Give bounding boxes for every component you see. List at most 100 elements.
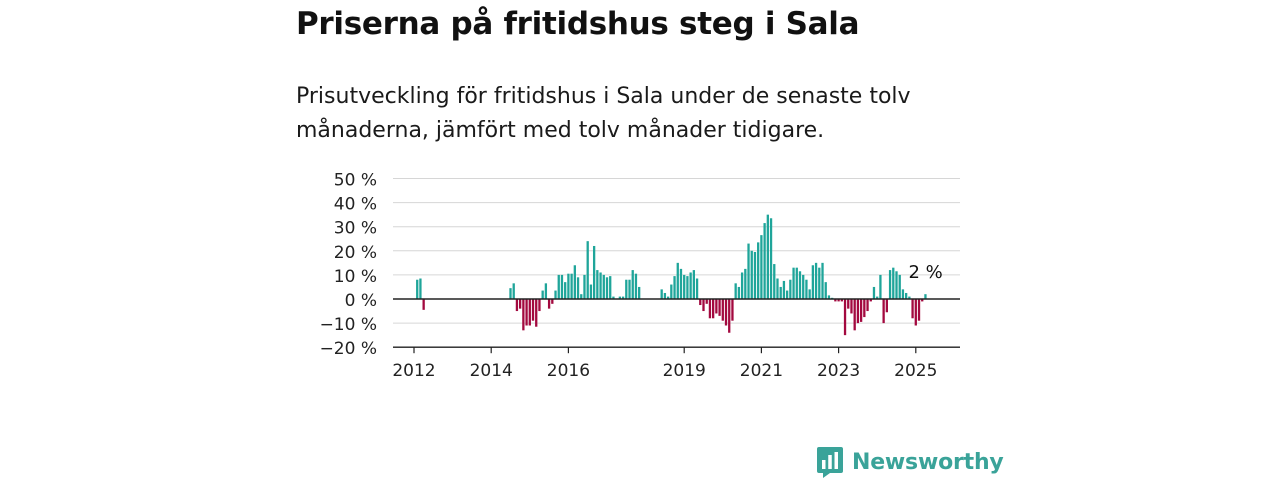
end-value-label: 2 % bbox=[908, 262, 942, 283]
bar bbox=[660, 289, 663, 299]
bar bbox=[718, 299, 721, 316]
chart-subtitle: Prisutveckling för fritidshus i Sala und… bbox=[296, 84, 911, 143]
bar bbox=[557, 274, 560, 299]
bar bbox=[705, 299, 708, 304]
annotations: 2 % bbox=[908, 262, 942, 283]
bar bbox=[789, 279, 792, 299]
bar bbox=[544, 283, 548, 299]
bar bbox=[618, 296, 622, 299]
bar bbox=[901, 289, 905, 299]
y-tick-label: −20 % bbox=[320, 339, 377, 359]
bar bbox=[921, 299, 924, 302]
bar bbox=[837, 299, 840, 302]
bar bbox=[422, 299, 425, 310]
bar bbox=[612, 296, 615, 299]
bar bbox=[525, 299, 528, 326]
bar bbox=[753, 252, 757, 299]
bar bbox=[609, 276, 612, 300]
y-tick-label: 30 % bbox=[334, 219, 377, 239]
bar bbox=[564, 282, 567, 299]
bar bbox=[898, 274, 901, 299]
bar bbox=[769, 218, 773, 299]
bar bbox=[683, 274, 686, 299]
x-tick-label: 2025 bbox=[894, 361, 937, 381]
bar bbox=[847, 299, 850, 309]
gridlines bbox=[393, 178, 960, 348]
bar bbox=[798, 271, 802, 299]
bar bbox=[689, 272, 692, 299]
bar bbox=[728, 299, 731, 333]
bar bbox=[779, 286, 782, 299]
bar bbox=[695, 278, 699, 299]
bar bbox=[699, 299, 702, 306]
bar bbox=[576, 277, 580, 299]
bar bbox=[811, 265, 815, 299]
bar bbox=[876, 296, 879, 299]
brand: Newsworthy bbox=[816, 444, 1004, 480]
bar bbox=[763, 223, 766, 299]
bar bbox=[866, 299, 869, 312]
bar bbox=[419, 278, 422, 299]
bar bbox=[416, 279, 419, 299]
bar bbox=[602, 274, 605, 299]
bar bbox=[715, 299, 718, 314]
bar bbox=[737, 286, 741, 299]
bar bbox=[702, 299, 705, 312]
bar bbox=[673, 276, 676, 300]
bar bbox=[924, 294, 927, 299]
y-tick-label: 10 % bbox=[334, 267, 377, 287]
bar bbox=[686, 276, 689, 300]
bar bbox=[760, 235, 763, 299]
bar bbox=[859, 299, 863, 322]
bar bbox=[712, 299, 715, 319]
bar bbox=[560, 274, 564, 299]
bar bbox=[586, 241, 589, 299]
bar bbox=[592, 245, 596, 299]
bar bbox=[631, 270, 634, 299]
bar bbox=[853, 299, 856, 331]
bar bbox=[628, 279, 631, 299]
y-tick-label: −10 % bbox=[320, 315, 377, 335]
x-tick-label: 2014 bbox=[470, 361, 513, 381]
bar bbox=[766, 214, 769, 299]
bar bbox=[570, 273, 573, 299]
bar bbox=[863, 299, 866, 318]
bar bbox=[776, 278, 779, 299]
bar bbox=[554, 290, 557, 299]
bar bbox=[792, 267, 795, 299]
bar bbox=[734, 283, 737, 299]
bar bbox=[795, 267, 798, 299]
bar bbox=[757, 242, 760, 300]
newsworthy-logo-icon bbox=[817, 447, 843, 478]
bar bbox=[519, 299, 522, 309]
bar bbox=[888, 270, 892, 299]
bar bbox=[531, 299, 535, 321]
x-tick-label: 2023 bbox=[817, 361, 860, 381]
bar bbox=[596, 270, 599, 299]
brand-name: Newsworthy bbox=[852, 449, 1004, 475]
bar bbox=[834, 299, 837, 302]
bar bbox=[818, 267, 821, 299]
bar bbox=[744, 268, 747, 300]
bar bbox=[750, 250, 753, 299]
bar bbox=[827, 295, 831, 299]
y-tick-label: 50 % bbox=[334, 171, 377, 191]
bar bbox=[805, 279, 808, 299]
x-tick-label: 2016 bbox=[547, 361, 590, 381]
bar bbox=[567, 273, 570, 299]
x-tick-label: 2019 bbox=[663, 361, 706, 381]
x-tick-label: 2012 bbox=[392, 361, 435, 381]
bar-chart: 50 %40 %30 %20 %10 %0 %−10 %−20 % 2012 20… bbox=[320, 171, 960, 381]
bar bbox=[782, 280, 786, 300]
bar bbox=[895, 271, 898, 299]
bar bbox=[879, 274, 882, 299]
bar bbox=[634, 273, 638, 299]
x-tick-label: 2021 bbox=[740, 361, 783, 381]
bar bbox=[580, 294, 583, 299]
bar bbox=[692, 270, 695, 299]
bar bbox=[911, 299, 914, 319]
bar bbox=[541, 290, 544, 299]
bar bbox=[869, 299, 872, 302]
bar bbox=[802, 274, 805, 299]
y-tick-label: 20 % bbox=[334, 243, 377, 263]
